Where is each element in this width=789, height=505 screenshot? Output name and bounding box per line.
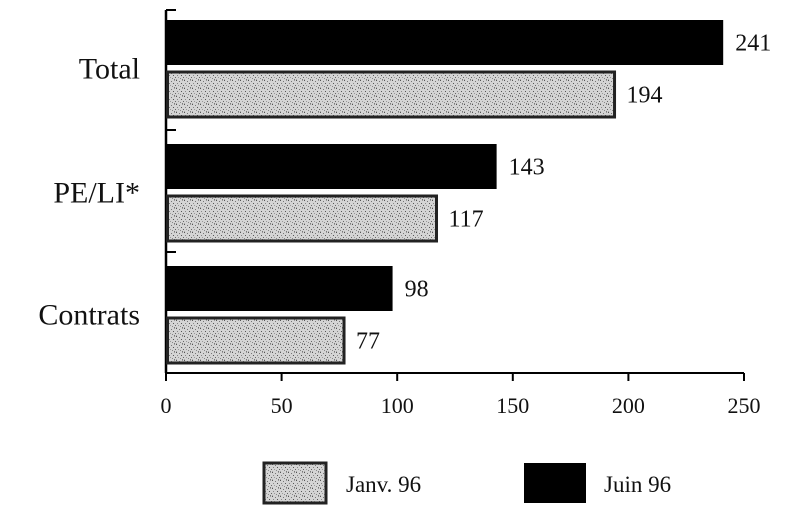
- x-tick-label-200: 200: [612, 393, 645, 418]
- bar-layer: [166, 20, 724, 365]
- bar-janv-96-total: [166, 70, 617, 119]
- label-layer: 241 194 Total 143 117 PE/LI* 98 77 Contrats: [38, 31, 771, 355]
- data-label-juin-96-pe-li: 143: [509, 155, 545, 181]
- data-label-janv-96-total: 194: [627, 83, 663, 109]
- axis-layer: 0 50 100 150 200 250: [161, 9, 761, 418]
- legend-label-juin-96: Juin 96: [604, 472, 671, 497]
- bar-juin-96-contrats: [166, 266, 393, 311]
- x-tick-label-250: 250: [728, 393, 761, 418]
- legend: Janv. 96 Juin 96: [262, 461, 671, 505]
- legend-swatch-juin-96: [524, 463, 586, 503]
- legend-swatch-janv-96: [262, 461, 328, 505]
- data-label-juin-96-total: 241: [735, 31, 771, 57]
- data-label-janv-96-pe-li: 117: [449, 207, 484, 233]
- bar-janv-96-contrats: [166, 316, 346, 365]
- bar-juin-96-pe-li: [166, 144, 497, 189]
- x-tick-label-50: 50: [271, 393, 293, 418]
- category-label-pe-li: PE/LI*: [53, 177, 140, 210]
- x-tick-label-150: 150: [496, 393, 529, 418]
- data-label-janv-96-contrats: 77: [356, 329, 380, 355]
- x-tick-label-100: 100: [381, 393, 414, 418]
- x-tick-label-0: 0: [161, 393, 172, 418]
- category-label-total: Total: [79, 53, 140, 86]
- legend-label-janv-96: Janv. 96: [346, 472, 421, 497]
- bar-juin-96-total: [166, 20, 724, 65]
- bar-janv-96-pe-li: [166, 194, 439, 243]
- category-label-contrats: Contrats: [38, 299, 140, 332]
- data-label-juin-96-contrats: 98: [405, 277, 429, 303]
